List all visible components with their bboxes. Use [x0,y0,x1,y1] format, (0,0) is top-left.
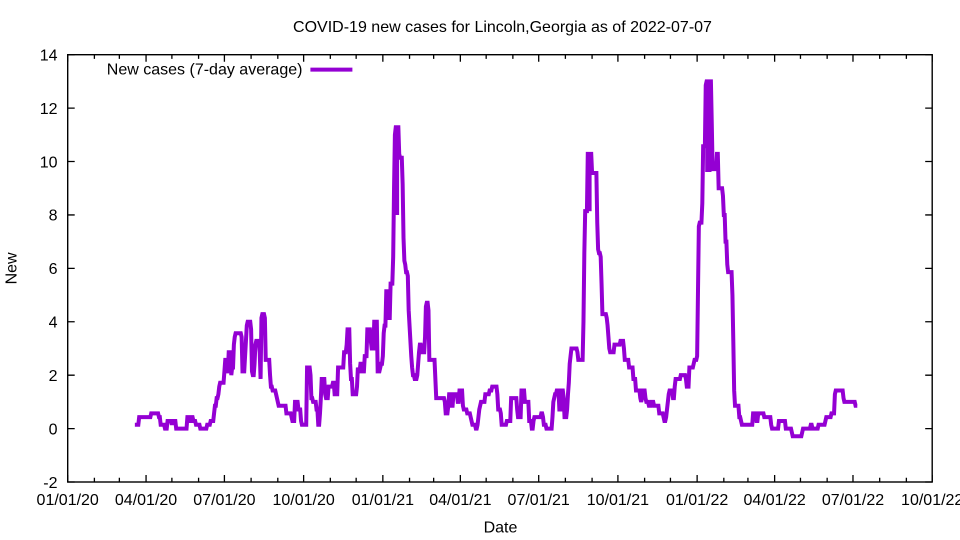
svg-text:4: 4 [49,315,58,332]
svg-text:07/01/21: 07/01/21 [508,492,570,509]
svg-text:10/01/22: 10/01/22 [901,492,960,509]
svg-text:6: 6 [49,261,58,278]
svg-text:04/01/22: 04/01/22 [743,492,805,509]
svg-text:-2: -2 [43,475,57,492]
svg-text:01/01/22: 01/01/22 [666,492,728,509]
svg-text:10/01/21: 10/01/21 [587,492,649,509]
svg-text:New cases (7-day average): New cases (7-day average) [107,62,303,79]
svg-text:2: 2 [49,368,58,385]
svg-text:10: 10 [40,154,58,171]
svg-text:8: 8 [49,208,58,225]
svg-text:04/01/21: 04/01/21 [429,492,491,509]
svg-text:07/01/22: 07/01/22 [822,492,884,509]
svg-text:COVID-19 new cases for Lincoln: COVID-19 new cases for Lincoln,Georgia a… [293,19,712,36]
svg-text:10/01/20: 10/01/20 [272,492,334,509]
svg-text:Date: Date [484,520,518,537]
svg-text:14: 14 [40,48,58,65]
svg-text:01/01/20: 01/01/20 [37,492,99,509]
svg-text:04/01/20: 04/01/20 [115,492,177,509]
svg-text:New: New [4,252,21,284]
svg-text:0: 0 [49,421,58,438]
svg-text:01/01/21: 01/01/21 [352,492,414,509]
svg-text:12: 12 [40,101,58,118]
svg-text:07/01/20: 07/01/20 [193,492,255,509]
